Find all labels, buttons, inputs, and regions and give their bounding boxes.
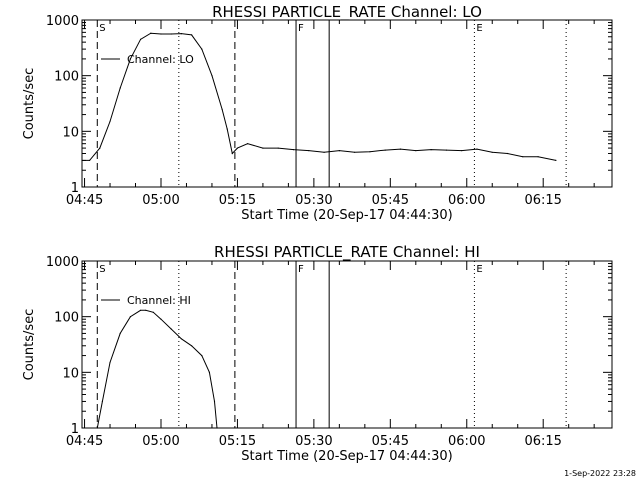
data-point xyxy=(170,328,172,330)
x-tick-label: 05:45 xyxy=(372,193,409,208)
y-tick-label: 100 xyxy=(54,311,79,326)
data-point xyxy=(555,159,557,161)
data-point xyxy=(191,345,193,347)
data-point xyxy=(160,33,162,35)
x-tick-label: 06:15 xyxy=(524,434,561,449)
data-point xyxy=(415,150,417,152)
data-point xyxy=(191,34,193,36)
x-tick-label: 04:45 xyxy=(66,434,103,449)
data-point xyxy=(96,427,98,429)
data-point xyxy=(354,151,356,153)
x-tick-label: 05:15 xyxy=(219,434,256,449)
data-point xyxy=(109,120,111,123)
data-point xyxy=(231,152,233,155)
x-tick-label: 06:00 xyxy=(448,434,485,449)
event-marker-label: F xyxy=(298,23,304,34)
data-point xyxy=(277,147,279,149)
data-point xyxy=(211,75,213,77)
data-point xyxy=(262,147,264,149)
data-point xyxy=(160,318,162,320)
data-point xyxy=(323,151,325,153)
event-marker-label: F xyxy=(298,264,304,275)
y-tick-label: 100 xyxy=(54,70,79,85)
data-point xyxy=(506,152,509,155)
data-point xyxy=(247,143,249,145)
x-tick-label: 06:00 xyxy=(448,193,485,208)
y-axis-label: Counts/sec xyxy=(22,68,37,140)
x-tick-label: 05:15 xyxy=(219,193,256,208)
y-axis-label: Counts/sec xyxy=(22,309,37,381)
event-marker-label: S xyxy=(99,264,105,275)
footer-timestamp: 1-Sep-2022 23:28 xyxy=(564,469,636,478)
data-point xyxy=(129,316,131,318)
y-tick-label: 1000 xyxy=(46,255,79,270)
legend-label: Channel: LO xyxy=(127,53,194,66)
data-point xyxy=(216,427,218,429)
data-point xyxy=(308,150,310,152)
legend-label: Channel: HI xyxy=(127,294,191,307)
data-point xyxy=(522,156,524,158)
data-point xyxy=(236,147,238,149)
data-point xyxy=(399,148,402,150)
data-point xyxy=(89,159,91,161)
data-point xyxy=(150,32,152,34)
data-point xyxy=(445,149,447,151)
series-line xyxy=(96,309,218,429)
x-tick-label: 05:00 xyxy=(142,434,179,449)
x-tick-label: 06:15 xyxy=(524,193,561,208)
data-point xyxy=(81,159,83,161)
x-tick-label: 04:45 xyxy=(66,193,103,208)
data-point xyxy=(140,309,142,311)
data-point xyxy=(226,128,228,130)
x-axis-label: Start Time (20-Sep-17 04:44:30) xyxy=(241,449,452,464)
data-point xyxy=(476,148,478,150)
data-point xyxy=(170,33,172,35)
event-marker-label: E xyxy=(476,23,482,34)
plot-frame xyxy=(81,19,613,188)
data-point xyxy=(99,147,101,149)
chart-title: RHESSI PARTICLE_RATE Channel: HI xyxy=(214,243,480,262)
data-point xyxy=(109,361,111,364)
data-point xyxy=(213,400,216,402)
y-tick-label: 1 xyxy=(71,181,79,196)
data-point xyxy=(208,371,210,373)
plot-frame xyxy=(81,260,613,429)
event-marker-label: S xyxy=(99,23,105,34)
y-tick-label: 10 xyxy=(62,125,79,140)
x-tick-label: 05:30 xyxy=(295,193,332,208)
data-point xyxy=(152,311,154,313)
data-point xyxy=(201,48,203,50)
data-point xyxy=(119,87,121,89)
data-point xyxy=(384,149,386,151)
chart-title: RHESSI PARTICLE_RATE Channel: LO xyxy=(212,3,482,22)
y-tick-label: 1 xyxy=(71,422,79,437)
data-point xyxy=(140,38,142,40)
x-tick-label: 05:00 xyxy=(142,193,179,208)
y-tick-label: 1000 xyxy=(46,14,79,29)
data-point xyxy=(369,151,371,153)
data-point xyxy=(119,332,121,334)
data-point xyxy=(101,400,103,402)
x-tick-label: 05:30 xyxy=(295,434,332,449)
data-point xyxy=(221,108,223,110)
data-point xyxy=(338,150,340,152)
data-point xyxy=(292,149,295,151)
x-axis-label: Start Time (20-Sep-17 04:44:30) xyxy=(241,208,452,223)
data-point xyxy=(491,151,493,153)
data-point xyxy=(129,58,131,60)
data-point xyxy=(180,338,182,340)
x-tick-label: 05:45 xyxy=(372,434,409,449)
data-point xyxy=(180,33,182,35)
data-point xyxy=(537,156,539,158)
data-point xyxy=(461,150,463,152)
event-marker-label: E xyxy=(476,264,482,275)
y-tick-label: 10 xyxy=(62,366,79,381)
data-point xyxy=(201,355,203,357)
data-point xyxy=(430,149,432,151)
data-point xyxy=(145,309,147,311)
